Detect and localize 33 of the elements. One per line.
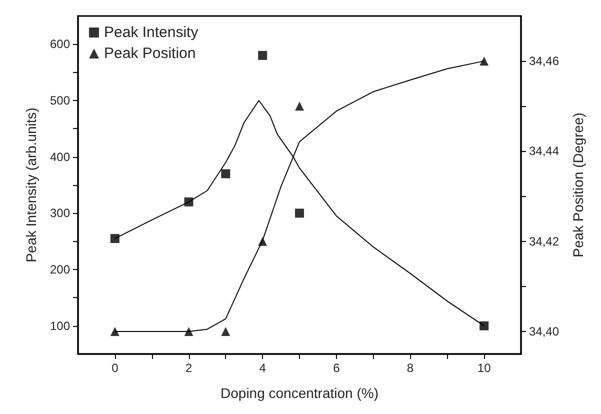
x-tick-label: 0 [112, 361, 119, 375]
x-tick-label: 2 [185, 361, 192, 375]
x-tick-label: 4 [259, 361, 266, 375]
point [221, 326, 230, 336]
point [184, 197, 194, 206]
y-tick-label: 500 [50, 94, 70, 108]
x-tick-label: 8 [406, 361, 414, 375]
point [221, 169, 230, 178]
point [110, 326, 120, 336]
point [110, 234, 120, 244]
legend-label: Peak Intensity [104, 24, 199, 41]
y-tick-label: 200 [50, 262, 70, 276]
point [480, 56, 489, 66]
y2-tick-label: 34,44 [529, 144, 560, 158]
point [258, 50, 268, 60]
point [295, 102, 304, 111]
x-axis-title: Doping concentration (%) [220, 385, 378, 401]
y-tick-label: 300 [50, 206, 70, 220]
y2-tick-label: 34,40 [529, 324, 560, 338]
x-tick-label: 10 [477, 361, 492, 375]
point [258, 236, 268, 246]
y-tick-label: 400 [50, 150, 70, 164]
legend-label: Peak Position [104, 45, 196, 62]
y-tick-label: 100 [50, 318, 70, 333]
y2-tick-label: 34,46 [529, 54, 560, 68]
y2-tick-label: 34,42 [529, 234, 560, 248]
point [295, 208, 304, 218]
x-tick-label: 6 [333, 361, 340, 375]
y2-axis-title: Peak Position (Degree) [570, 112, 586, 258]
point [480, 321, 489, 330]
y-tick-label: 600 [50, 37, 70, 52]
point [184, 326, 194, 336]
y-axis-title: Peak Intensity (arb.units) [23, 108, 39, 262]
